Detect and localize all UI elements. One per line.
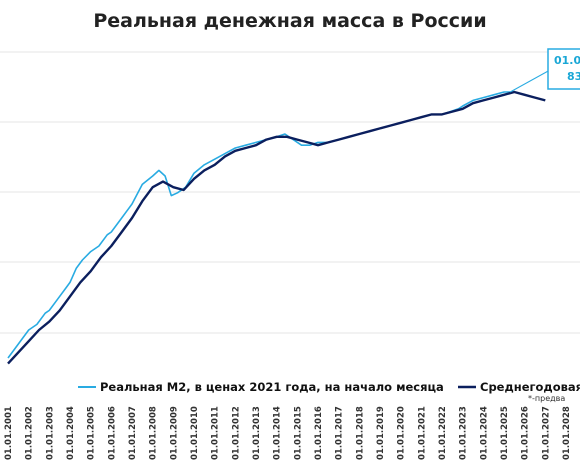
chart-title: Реальная денежная масса в России bbox=[93, 10, 486, 32]
x-tick-label: 01.01.2026 bbox=[521, 406, 531, 460]
x-tick-label: 01.01.2017 bbox=[335, 406, 345, 460]
series-line-avg-m2 bbox=[7, 90, 546, 365]
x-tick-label: 01.01.2027 bbox=[541, 406, 551, 460]
x-tick-label: 01.01.2014 bbox=[273, 406, 283, 460]
gridlines bbox=[0, 51, 580, 334]
x-tick-label: 01.01.2023 bbox=[459, 406, 469, 460]
x-tick-label: 01.01.2004 bbox=[66, 406, 76, 460]
series-line-real-m2 bbox=[7, 91, 511, 359]
x-tick-label: 01.01.2012 bbox=[231, 406, 241, 460]
x-tick-label: 01.01.2002 bbox=[25, 406, 35, 460]
x-tick-label: 01.01.2013 bbox=[252, 406, 262, 460]
x-tick-label: 01.01.2010 bbox=[190, 406, 200, 460]
x-tick-label: 01.01.2006 bbox=[107, 406, 117, 460]
x-tick-label: 01.01.2003 bbox=[45, 406, 55, 460]
x-tick-label: 01.01.2009 bbox=[169, 406, 179, 460]
x-tick-label: 01.01.2021 bbox=[417, 406, 427, 460]
legend: Реальная М2, в ценах 2021 года, на начал… bbox=[78, 380, 580, 403]
callout: 01.0 83 bbox=[547, 48, 580, 90]
x-tick-label: 01.01.2008 bbox=[149, 406, 159, 460]
x-tick-label: 01.01.2022 bbox=[438, 406, 448, 460]
callout-date: 01.0 bbox=[554, 54, 580, 67]
callout-value: 83 bbox=[567, 70, 580, 83]
footnote: *-предва bbox=[528, 394, 565, 403]
legend-label-avg-m2: Среднегодовая М bbox=[480, 380, 580, 394]
x-tick-label: 01.01.2001 bbox=[4, 406, 14, 460]
x-tick-label: 01.01.2018 bbox=[355, 406, 365, 460]
x-tick-label: 01.01.2024 bbox=[479, 406, 489, 460]
x-tick-label: 01.01.2016 bbox=[314, 406, 324, 460]
x-tick-label: 01.01.2015 bbox=[293, 406, 303, 460]
x-tick-label: 01.01.2025 bbox=[500, 406, 510, 460]
x-axis-ticks: 01.01.2001 01.01.2002 01.01.2003 01.01.2004… bbox=[4, 406, 572, 460]
x-tick-label: 01.01.2011 bbox=[211, 406, 221, 460]
callout-leader-line bbox=[509, 69, 551, 93]
x-tick-label: 01.01.2020 bbox=[397, 406, 407, 460]
series-layer bbox=[7, 69, 551, 365]
x-tick-label: 01.01.2019 bbox=[376, 406, 386, 460]
x-tick-label: 01.01.2005 bbox=[87, 406, 97, 460]
x-tick-label: 01.01.2028 bbox=[562, 406, 572, 460]
x-tick-label: 01.01.2007 bbox=[128, 406, 138, 460]
callout-box bbox=[547, 48, 580, 90]
legend-label-real-m2: Реальная М2, в ценах 2021 года, на начал… bbox=[100, 380, 444, 394]
